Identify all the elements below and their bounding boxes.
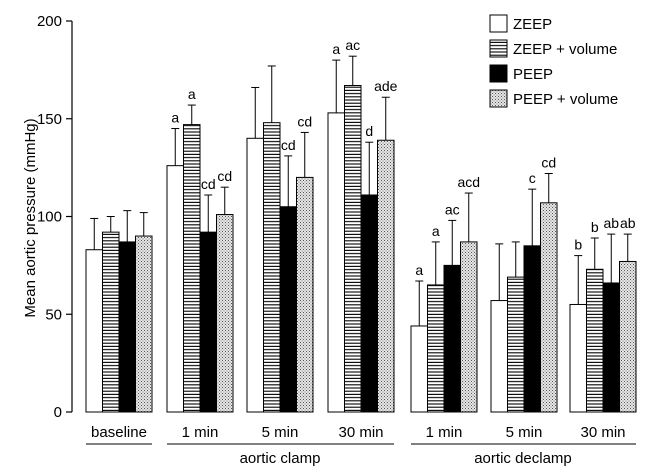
group-label: aortic declamp xyxy=(474,450,572,467)
bar xyxy=(586,268,604,413)
bar xyxy=(183,124,201,413)
bar xyxy=(263,122,281,413)
bar xyxy=(427,284,445,413)
legend-label: PEEP xyxy=(513,66,553,83)
bar xyxy=(246,137,264,413)
bar xyxy=(327,112,345,413)
significance-label: cd xyxy=(541,154,556,170)
bar xyxy=(360,194,378,413)
category-label: 30 min xyxy=(580,424,625,441)
significance-label: d xyxy=(365,123,373,139)
significance-label: c xyxy=(529,170,536,186)
bar xyxy=(344,85,362,413)
category-label: 1 min xyxy=(426,424,463,441)
significance-label: a xyxy=(432,223,440,239)
y-tick-label: 200 xyxy=(37,13,62,30)
significance-label: b xyxy=(591,219,599,235)
bar xyxy=(166,165,184,413)
significance-label: a xyxy=(415,262,423,278)
bar xyxy=(507,276,525,413)
significance-label: a xyxy=(171,110,179,126)
significance-label: ac xyxy=(345,37,360,53)
y-tick-label: 100 xyxy=(37,209,62,226)
category-label: 30 min xyxy=(338,424,383,441)
significance-label: ab xyxy=(620,215,636,231)
legend-label: ZEEP xyxy=(513,16,552,33)
bar xyxy=(135,235,153,413)
y-tick-label: 150 xyxy=(37,111,62,128)
bar xyxy=(443,264,461,413)
significance-label: cd xyxy=(217,168,232,184)
bar xyxy=(199,231,217,413)
legend-swatch xyxy=(489,64,508,83)
significance-label: a xyxy=(332,41,340,57)
legend-swatch xyxy=(489,14,508,33)
bar xyxy=(377,139,395,413)
significance-label: cd xyxy=(201,176,216,192)
bar xyxy=(523,245,541,413)
significance-label: ab xyxy=(603,215,619,231)
legend-swatch xyxy=(489,39,508,58)
bar xyxy=(216,214,234,413)
bar xyxy=(102,231,120,413)
significance-label: ac xyxy=(445,201,460,217)
significance-label: a xyxy=(188,86,196,102)
y-tick-label: 50 xyxy=(45,306,62,323)
legend-label: ZEEP + volume xyxy=(513,41,617,58)
bar xyxy=(279,206,297,413)
bar xyxy=(410,325,428,413)
bar xyxy=(118,241,136,413)
bar xyxy=(540,202,558,413)
significance-label: b xyxy=(574,237,582,253)
significance-label: ade xyxy=(374,78,398,94)
bar xyxy=(602,282,620,413)
category-label: 5 min xyxy=(506,424,543,441)
legend-label: PEEP + volume xyxy=(513,91,618,108)
bar xyxy=(85,249,103,413)
group-label: aortic clamp xyxy=(240,450,321,467)
bar xyxy=(569,303,587,413)
category-label: 5 min xyxy=(262,424,299,441)
significance-label: cd xyxy=(297,113,312,129)
significance-label: cd xyxy=(281,137,296,153)
legend-swatch xyxy=(489,89,508,108)
category-label: baseline xyxy=(91,424,147,441)
bar xyxy=(296,176,314,413)
category-label: 1 min xyxy=(182,424,219,441)
bar xyxy=(460,241,478,413)
bar xyxy=(490,300,508,413)
significance-label: acd xyxy=(457,174,480,190)
y-tick-label: 0 xyxy=(54,404,62,421)
y-axis-title: Mean aortic pressure (mmHg) xyxy=(22,118,39,317)
bar xyxy=(619,260,637,413)
